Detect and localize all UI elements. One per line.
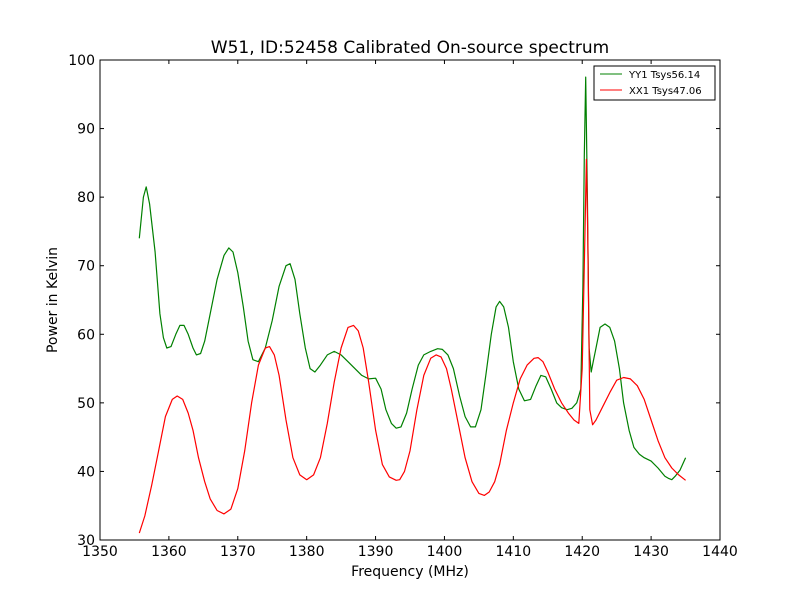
x-tick-label: 1350	[82, 544, 118, 560]
y-tick-label: 90	[77, 122, 95, 138]
y-tick-label: 40	[77, 464, 95, 480]
x-tick-label: 1360	[151, 544, 187, 560]
plot-frame	[99, 59, 721, 541]
series-line-xx1	[138, 158, 686, 534]
y-axis-ticks: 30 40 50 60 70 80 90 100	[68, 53, 720, 549]
y-axis-label: Power in Kelvin	[45, 247, 61, 353]
x-tick-label: 1400	[427, 544, 463, 560]
y-tick-label: 100	[68, 53, 95, 69]
chart-title: W51, ID:52458 Calibrated On-source spect…	[211, 38, 609, 58]
y-tick-label: 60	[77, 327, 95, 343]
y-tick-label: 80	[77, 190, 95, 206]
x-tick-label: 1410	[496, 544, 532, 560]
x-tick-label: 1380	[289, 544, 325, 560]
legend-label-xx1: XX1 Tsys47.06	[629, 86, 702, 97]
legend-label-yy1: YY1 Tsys56.14	[628, 70, 700, 81]
x-tick-label: 1370	[220, 544, 256, 560]
y-tick-label: 70	[77, 259, 95, 275]
x-axis-label: Frequency (MHz)	[351, 564, 469, 580]
series-lines	[138, 76, 687, 534]
y-tick-label: 50	[77, 396, 95, 412]
series-line-yy1	[138, 76, 687, 481]
y-tick-label: 30	[77, 533, 95, 549]
x-tick-label: 1420	[564, 544, 600, 560]
x-tick-label: 1430	[633, 544, 669, 560]
legend: YY1 Tsys56.14 XX1 Tsys47.06	[593, 65, 716, 101]
x-tick-label: 1440	[702, 544, 738, 560]
x-tick-label: 1390	[358, 544, 394, 560]
legend-box	[593, 65, 716, 101]
x-axis-ticks: 1350 1360 1370 1380 1390 1400 1410 1420 1430 1440	[82, 60, 738, 560]
